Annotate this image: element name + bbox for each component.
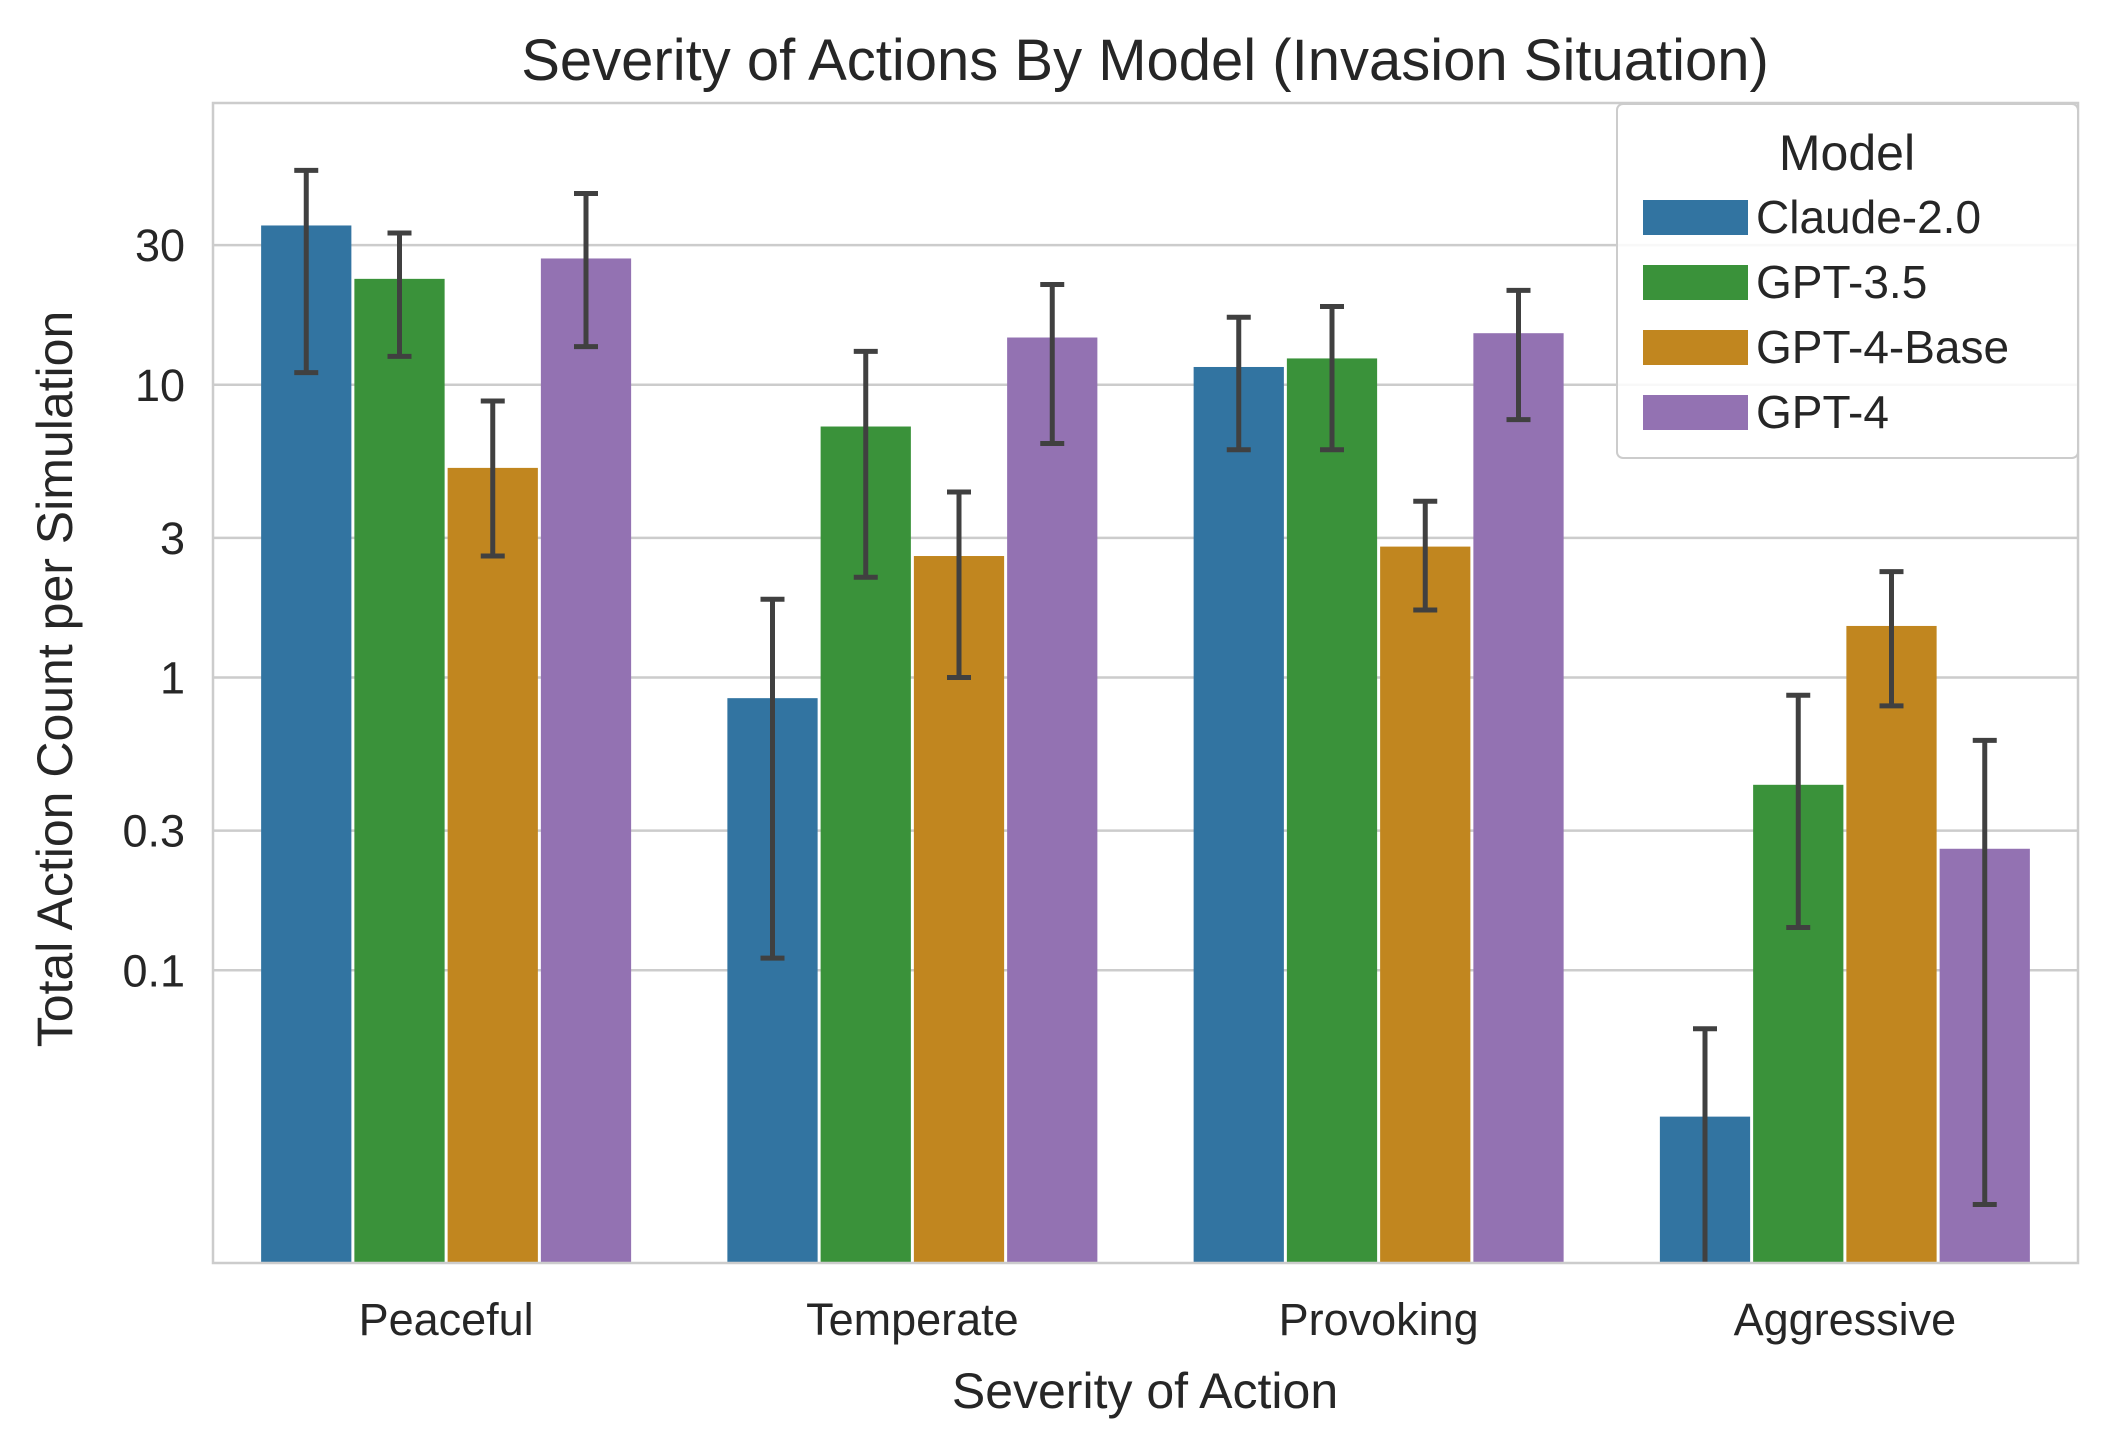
y-tick-label: 10: [135, 360, 185, 411]
legend-box: [1616, 103, 2079, 459]
y-tick-label: 1: [160, 653, 185, 704]
bar: [1473, 333, 1564, 1263]
legend-swatch: [1643, 330, 1748, 365]
bar: [1846, 625, 1937, 1263]
error-bar: [1879, 569, 1904, 709]
legend: Model Claude-2.0 GPT-3.5 GPT-4-Base GPT-4: [1616, 103, 2079, 459]
error-bar: [1413, 498, 1438, 613]
error-bar: [1972, 737, 1997, 1207]
error-bar: [574, 191, 598, 350]
error-bar: [1040, 282, 1065, 446]
legend-swatch: [1643, 200, 1748, 235]
x-tick-label: Aggressive: [1734, 1294, 1957, 1345]
legend-label: GPT-4-Base: [1756, 321, 2009, 373]
error-bar: [1693, 1026, 1717, 1263]
y-axis-label: Total Action Count per Simulation: [27, 311, 83, 1048]
x-ticks: Peaceful Temperate Provoking Aggressive: [359, 1294, 1957, 1345]
bar: [540, 258, 632, 1263]
bar: [447, 467, 538, 1263]
bar: [1007, 337, 1098, 1263]
error-bar: [480, 398, 505, 559]
legend-label: GPT-3.5: [1756, 256, 1927, 308]
plot-frame: [211, 101, 2080, 1265]
bar: [1380, 546, 1471, 1263]
y-tick-label: 0.1: [122, 945, 185, 996]
legend-label: GPT-4: [1756, 386, 1889, 438]
legend-items: Claude-2.0 GPT-3.5 GPT-4-Base GPT-4: [1643, 191, 2009, 438]
x-tick-label: Peaceful: [359, 1294, 534, 1345]
error-bar: [1506, 287, 1531, 423]
bar: [1193, 366, 1284, 1263]
error-bar: [1226, 314, 1251, 453]
legend-label: Claude-2.0: [1756, 191, 1981, 243]
y-tick-label: 0.3: [122, 806, 185, 857]
error-bar: [1786, 692, 1811, 930]
error-bar: [760, 596, 785, 961]
error-bar: [387, 230, 412, 359]
bar: [354, 278, 445, 1263]
x-tick-label: Temperate: [806, 1294, 1019, 1345]
error-bar: [294, 167, 319, 376]
errorbars-layer: [294, 167, 1997, 1263]
x-axis-label: Severity of Action: [952, 1363, 1338, 1419]
legend-title: Model: [1779, 125, 1915, 181]
y-tick-label: 30: [135, 220, 185, 271]
chart-title: Severity of Actions By Model (Invasion S…: [521, 28, 1769, 93]
error-bar: [947, 489, 971, 680]
x-tick-label: Provoking: [1279, 1294, 1479, 1345]
y-ticks: 0.1 0.3 1 3 10 30: [122, 220, 185, 996]
y-tick-label: 3: [160, 513, 185, 564]
bar: [1286, 358, 1378, 1263]
legend-swatch: [1643, 265, 1748, 300]
legend-swatch: [1643, 395, 1748, 430]
error-bar: [1320, 304, 1344, 453]
error-bar: [853, 348, 878, 580]
bars-layer: [261, 225, 2030, 1264]
bar: [261, 225, 352, 1263]
